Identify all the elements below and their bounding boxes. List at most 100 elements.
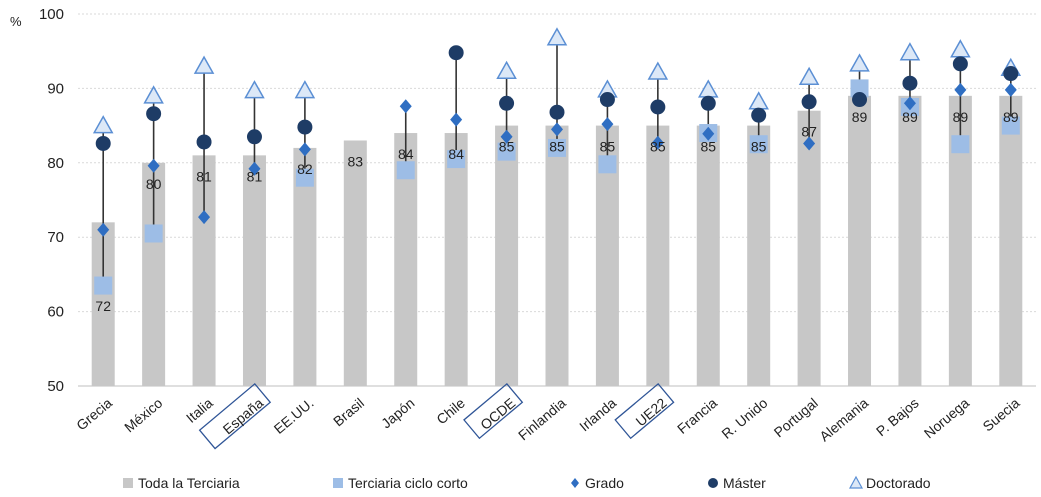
doctorado-marker <box>496 60 517 80</box>
bar-value-label: 89 <box>953 109 969 125</box>
highlight-frame <box>463 382 524 440</box>
doctorado-marker <box>950 39 971 58</box>
short-cycle-marker <box>850 79 869 98</box>
grado-marker <box>198 210 211 225</box>
category-label: Irlanda <box>576 395 619 435</box>
legend-item: Terciaria ciclo corto <box>333 475 468 491</box>
grado-marker <box>601 117 614 132</box>
master-marker <box>902 75 918 91</box>
grado-marker <box>651 135 664 150</box>
grado-marker <box>702 126 715 141</box>
legend-label: Terciaria ciclo corto <box>348 475 468 491</box>
category-label: Suecia <box>979 395 1022 435</box>
legend-item: Toda la Terciaria <box>123 475 240 491</box>
grado-marker <box>500 129 513 144</box>
bar <box>142 162 166 386</box>
grado-marker <box>450 112 463 127</box>
category-label: Francia <box>674 395 720 437</box>
bar <box>999 95 1023 386</box>
bar-value-label: 80 <box>146 176 162 192</box>
master-marker <box>751 107 767 123</box>
master-marker <box>95 135 111 151</box>
bar-value-label: 85 <box>549 139 565 155</box>
master-marker <box>448 45 464 61</box>
legend-label: Grado <box>585 475 624 491</box>
category-label: OCDE <box>477 395 518 433</box>
bar <box>848 95 872 386</box>
master-marker <box>196 134 212 150</box>
bar <box>898 95 922 386</box>
bar-value-label: 85 <box>751 139 767 155</box>
legend-item: Grado <box>571 475 624 491</box>
category-label: Japón <box>378 395 418 432</box>
bar-value-label: 85 <box>700 139 716 155</box>
master-marker <box>700 95 716 111</box>
bar-value-label: 81 <box>196 168 212 184</box>
highlighted-label-box <box>614 382 675 440</box>
short-cycle-marker <box>548 138 566 157</box>
master-marker <box>499 95 515 111</box>
bar-value-label: 89 <box>902 109 918 125</box>
grado-marker <box>97 222 110 237</box>
master-marker <box>246 129 262 145</box>
y-axis-unit-label: % <box>10 14 22 29</box>
bar <box>495 125 519 386</box>
legend-swatch <box>848 475 864 489</box>
short-cycle-marker <box>749 135 768 154</box>
y-tick-label: 100 <box>39 6 64 23</box>
master-marker <box>297 119 313 135</box>
legend-swatch <box>123 478 133 488</box>
category-label: EE.UU. <box>271 395 317 437</box>
bar <box>293 147 317 386</box>
bar-layer <box>91 95 1023 386</box>
highlighted-label-box <box>198 382 272 450</box>
bar-value-label: 72 <box>95 298 111 314</box>
doctorado-marker <box>92 115 114 134</box>
doctorado-marker <box>849 53 870 72</box>
short-cycle-marker <box>396 161 415 180</box>
short-cycle-marker <box>497 142 516 161</box>
bar <box>797 110 821 386</box>
legend-label: Doctorado <box>866 475 931 491</box>
category-label: Chile <box>433 395 468 428</box>
master-marker <box>650 99 666 115</box>
short-cycle-marker <box>94 276 113 295</box>
bar <box>545 125 569 386</box>
master-marker <box>852 92 868 108</box>
master-marker <box>801 94 817 110</box>
y-tick-label: 90 <box>47 80 64 97</box>
y-tick-label: 80 <box>47 155 64 172</box>
bar <box>747 125 771 386</box>
bar <box>646 125 670 386</box>
category-label: R. Unido <box>718 395 770 442</box>
legend-label: Toda la Terciaria <box>138 475 240 491</box>
doctorado-marker <box>647 61 669 80</box>
grado-marker <box>954 82 967 97</box>
doctorado-marker <box>244 80 265 99</box>
short-cycle-marker <box>598 155 617 174</box>
marker-layer <box>92 27 1022 295</box>
category-label: Noruega <box>921 395 973 442</box>
y-tick-label: 60 <box>47 304 64 321</box>
doctorado-marker <box>899 42 921 61</box>
legend-swatch <box>571 478 579 488</box>
category-label: Alemania <box>816 395 871 445</box>
highlight-frame <box>198 382 272 450</box>
bar-value-label: 81 <box>247 168 263 184</box>
legend-swatch <box>708 478 718 488</box>
category-label: Grecia <box>73 395 115 434</box>
category-label: Finlandia <box>515 395 569 444</box>
doctorado-marker <box>798 66 820 85</box>
legend-item: Doctorado <box>848 475 931 491</box>
doctorado-marker <box>748 91 769 110</box>
category-label: México <box>121 395 165 436</box>
bar <box>343 140 367 386</box>
short-cycle-marker <box>1001 116 1020 135</box>
grado-marker <box>1004 82 1017 97</box>
bar <box>595 125 619 386</box>
legend-swatch <box>333 478 343 488</box>
legend-label: Máster <box>723 475 766 491</box>
bar-value-label: 89 <box>1003 109 1019 125</box>
grado-marker <box>147 158 160 173</box>
